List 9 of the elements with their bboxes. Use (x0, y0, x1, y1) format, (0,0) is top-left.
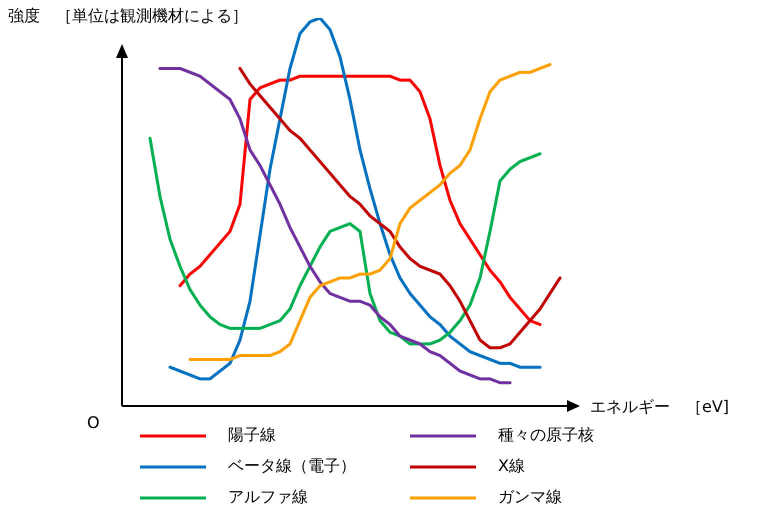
legend-label: ガンマ線 (498, 487, 562, 508)
y-axis-title: 強度 ［単位は観測機材による］ (8, 6, 248, 27)
legend-label: 陽子線 (228, 425, 276, 446)
legend-label: ベータ線（電子） (228, 456, 356, 477)
x-axis-title: エネルギー ［eV] (590, 397, 730, 418)
legend-label: アルファ線 (228, 487, 308, 508)
legend-label: 種々の原子核 (498, 425, 594, 446)
text: O (87, 413, 100, 432)
legend-label: X線 (498, 456, 525, 477)
